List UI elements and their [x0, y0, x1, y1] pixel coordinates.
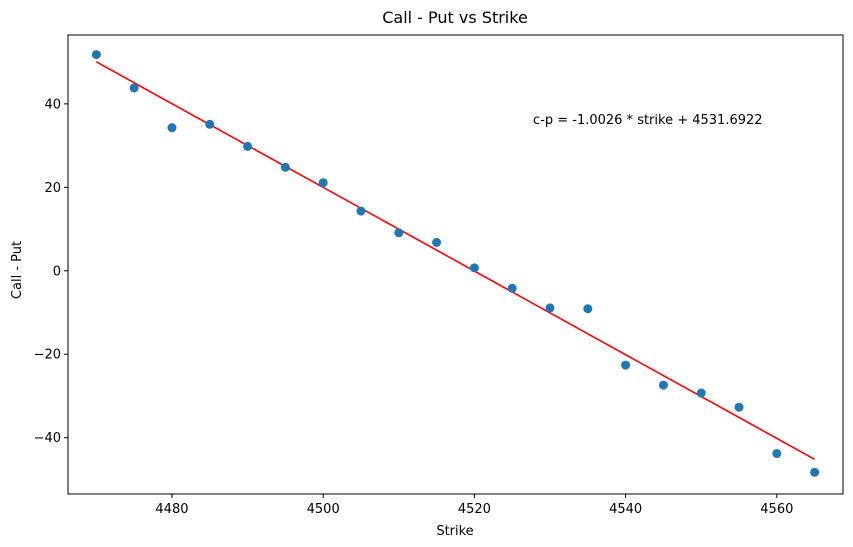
- x-tick-label: 4540: [609, 502, 642, 517]
- scatter-point: [469, 263, 479, 273]
- x-tick-label: 4480: [155, 502, 188, 517]
- scatter-point: [91, 50, 101, 60]
- scatter-point: [545, 303, 555, 313]
- scatter-point: [205, 119, 215, 129]
- x-tick-label: 4520: [458, 502, 491, 517]
- scatter-point: [318, 178, 328, 188]
- scatter-point: [432, 237, 442, 247]
- scatter-point: [280, 162, 290, 172]
- scatter-point: [243, 141, 253, 151]
- y-axis-label: Call - Put: [10, 241, 25, 299]
- y-tick-label: 40: [44, 97, 61, 112]
- scatter-point: [394, 228, 404, 238]
- scatter-point: [507, 283, 517, 293]
- x-axis-label: Strike: [436, 524, 473, 539]
- scatter-point: [658, 380, 668, 390]
- y-tick-label: −20: [34, 348, 61, 363]
- scatter-point: [356, 206, 366, 216]
- scatter-point: [810, 467, 820, 477]
- scatter-point: [734, 402, 744, 412]
- y-tick-label: 20: [44, 181, 61, 196]
- scatter-point: [167, 123, 177, 133]
- scatter-point: [583, 304, 593, 314]
- fit-line: [95, 61, 816, 460]
- y-tick-label: 0: [53, 264, 61, 279]
- scatter-point: [696, 388, 706, 398]
- x-tick-label: 4560: [760, 502, 793, 517]
- chart-title: Call - Put vs Strike: [382, 8, 528, 27]
- scatter-point: [772, 449, 782, 459]
- scatter-point: [621, 360, 631, 370]
- plot-frame: [67, 34, 844, 495]
- fit-equation-annotation: c-p = -1.0026 * strike + 4531.6922: [533, 113, 763, 128]
- x-tick-label: 4500: [307, 502, 340, 517]
- y-tick-label: −40: [34, 431, 61, 446]
- scatter-point: [129, 83, 139, 93]
